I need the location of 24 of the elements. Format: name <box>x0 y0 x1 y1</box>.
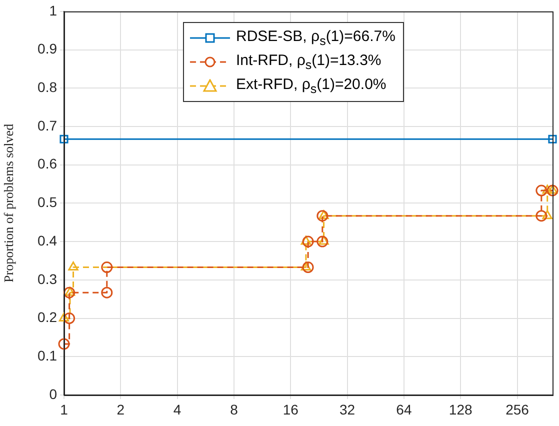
y-tick-label: 0.1 <box>38 348 58 364</box>
x-tick-label: 16 <box>282 401 299 418</box>
legend-label: RDSE-SB, ρ$_{s}$(1)=66.7% <box>236 28 396 48</box>
x-tick-label: 64 <box>396 401 412 418</box>
y-tick-label: 0.8 <box>38 78 58 95</box>
legend-label: Ext-RFD, ρ$_{s}$(1)=20.0% <box>236 76 386 96</box>
legend-label: Int-RFD, ρ$_{s}$(1)=13.3% <box>236 52 382 72</box>
y-tick-label: 0.4 <box>38 232 58 248</box>
x-tick-label: 256 <box>506 401 530 418</box>
x-tick-label: 128 <box>448 401 472 418</box>
x-tick-label: 1 <box>60 401 68 418</box>
y-axis-title: Proportion of problems solved <box>1 123 16 282</box>
y-tick-label: 0.7 <box>38 117 58 134</box>
x-tick-label: 2 <box>116 401 125 418</box>
y-tick-label: 0.6 <box>38 156 58 172</box>
y-tick-label: 0.9 <box>38 40 58 57</box>
y-tick-label: 0.5 <box>38 194 58 210</box>
y-tick-label: 0 <box>49 386 58 402</box>
x-tick-label: 32 <box>339 401 356 418</box>
x-tick-label: 4 <box>173 401 182 418</box>
y-tick-label: 1 <box>49 2 58 18</box>
x-tick-label: 8 <box>230 401 238 418</box>
y-tick-label: 0.2 <box>38 309 58 326</box>
y-tick-label: 0.3 <box>38 270 58 287</box>
